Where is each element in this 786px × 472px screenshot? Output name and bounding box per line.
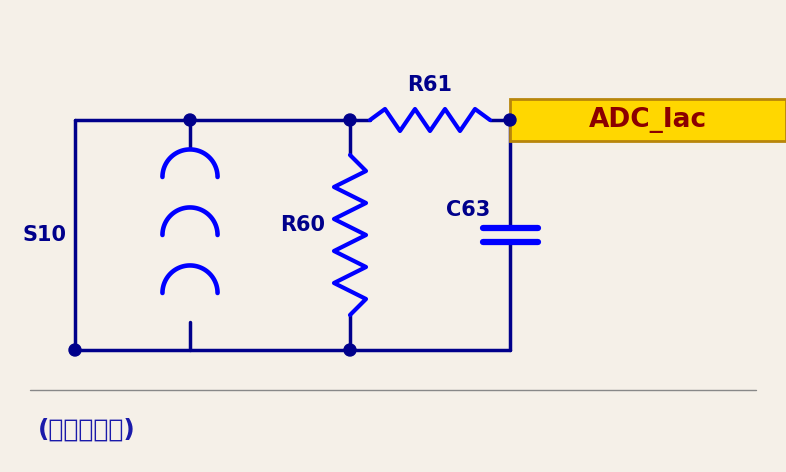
Text: (电流互感器): (电流互感器): [38, 418, 136, 442]
Text: ADC_Iac: ADC_Iac: [589, 107, 707, 133]
Circle shape: [344, 344, 356, 356]
Circle shape: [184, 114, 196, 126]
FancyBboxPatch shape: [510, 99, 786, 141]
Text: S10: S10: [23, 225, 67, 245]
Text: C63: C63: [446, 200, 490, 220]
Circle shape: [69, 344, 81, 356]
Text: R60: R60: [280, 215, 325, 235]
Text: R61: R61: [407, 75, 453, 95]
Circle shape: [504, 114, 516, 126]
Circle shape: [344, 114, 356, 126]
